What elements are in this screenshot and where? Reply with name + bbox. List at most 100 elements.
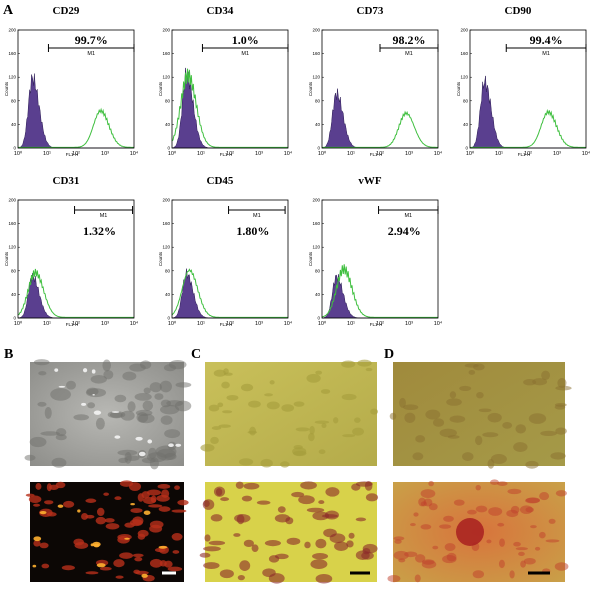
percent-positive: 99.7% <box>75 33 108 47</box>
x-tick-label: 10¹ <box>347 151 355 157</box>
x-axis-label: FL1-H <box>66 322 79 327</box>
cell <box>85 498 97 503</box>
cell <box>403 404 419 411</box>
marker-title: CD31 <box>53 175 80 187</box>
cell <box>44 406 52 419</box>
cell <box>159 560 167 567</box>
cell <box>73 414 90 421</box>
cell <box>37 401 47 407</box>
cell <box>364 480 373 491</box>
y-tick-label: 40 <box>463 122 469 127</box>
cell <box>420 489 436 498</box>
cell <box>262 568 276 578</box>
cell <box>306 507 325 513</box>
cell <box>555 490 567 497</box>
y-tick-label: 160 <box>312 221 320 226</box>
cell <box>414 574 421 583</box>
gate-label: M1 <box>405 51 413 57</box>
x-axis-label: FL1-H <box>220 152 233 157</box>
cell <box>159 380 172 393</box>
cell <box>104 518 115 523</box>
cell <box>292 447 307 456</box>
x-tick-label: 10⁰ <box>318 150 327 157</box>
x-tick-label: 10¹ <box>197 321 205 327</box>
cell <box>40 431 60 436</box>
x-tick-label: 10³ <box>255 321 263 327</box>
cell <box>506 509 519 518</box>
cell <box>87 402 96 409</box>
cell <box>130 508 143 514</box>
cell <box>274 553 289 560</box>
cell <box>541 370 551 380</box>
cell <box>135 436 143 441</box>
y-tick-label: 120 <box>460 75 468 80</box>
y-axis-label: Counts <box>308 81 313 96</box>
cell <box>433 418 445 427</box>
cell <box>57 504 64 508</box>
cell <box>243 539 254 548</box>
cell <box>61 565 75 571</box>
cell <box>134 392 152 401</box>
cell <box>554 562 569 571</box>
cell <box>482 432 499 438</box>
cell <box>114 496 122 501</box>
cell <box>548 518 556 524</box>
cell <box>137 413 155 424</box>
cell <box>149 457 159 470</box>
cell <box>220 497 230 502</box>
cell <box>111 411 120 413</box>
gate-label: M1 <box>253 213 261 219</box>
percent-positive: 1.80% <box>236 224 269 238</box>
cell <box>114 435 121 439</box>
cell <box>33 503 41 507</box>
cell <box>148 504 163 508</box>
cell <box>154 393 164 400</box>
cell <box>333 417 339 424</box>
y-axis-label: Counts <box>4 251 9 266</box>
cell <box>354 417 361 423</box>
micrograph-b-bottom <box>25 480 189 582</box>
cell <box>91 369 96 374</box>
cell <box>318 449 326 455</box>
cell <box>103 492 109 496</box>
x-tick-label: 10³ <box>405 151 413 157</box>
cell <box>432 545 439 550</box>
cell <box>449 415 466 423</box>
cell <box>28 495 42 504</box>
cell <box>488 507 503 516</box>
cell <box>467 509 477 515</box>
plot-frame <box>17 199 135 319</box>
cell <box>211 426 222 430</box>
cell <box>50 388 71 401</box>
cell <box>444 543 456 551</box>
control-histogram <box>17 273 134 319</box>
cell <box>63 500 75 508</box>
cell <box>413 512 419 517</box>
x-tick-label: 10⁰ <box>14 320 23 327</box>
cell <box>35 483 42 490</box>
cell <box>502 422 513 429</box>
cell <box>239 560 251 571</box>
y-tick-label: 160 <box>162 221 170 226</box>
cell <box>210 436 219 445</box>
cell <box>518 551 525 556</box>
y-axis-label: Counts <box>308 251 313 266</box>
cell <box>274 514 291 523</box>
cell <box>81 402 87 406</box>
y-tick-label: 160 <box>312 51 320 56</box>
cell <box>149 382 162 393</box>
cell <box>204 534 211 542</box>
cell <box>146 489 162 496</box>
cell <box>102 359 111 372</box>
x-tick-label: 10³ <box>405 321 413 327</box>
cell <box>365 367 373 372</box>
cell <box>200 444 215 452</box>
cell <box>554 404 566 410</box>
y-tick-label: 80 <box>463 98 469 103</box>
cell <box>256 500 271 505</box>
cell <box>334 541 349 551</box>
control-histogram <box>17 73 134 149</box>
x-tick-label: 10⁴ <box>434 320 443 327</box>
cell <box>39 542 49 549</box>
